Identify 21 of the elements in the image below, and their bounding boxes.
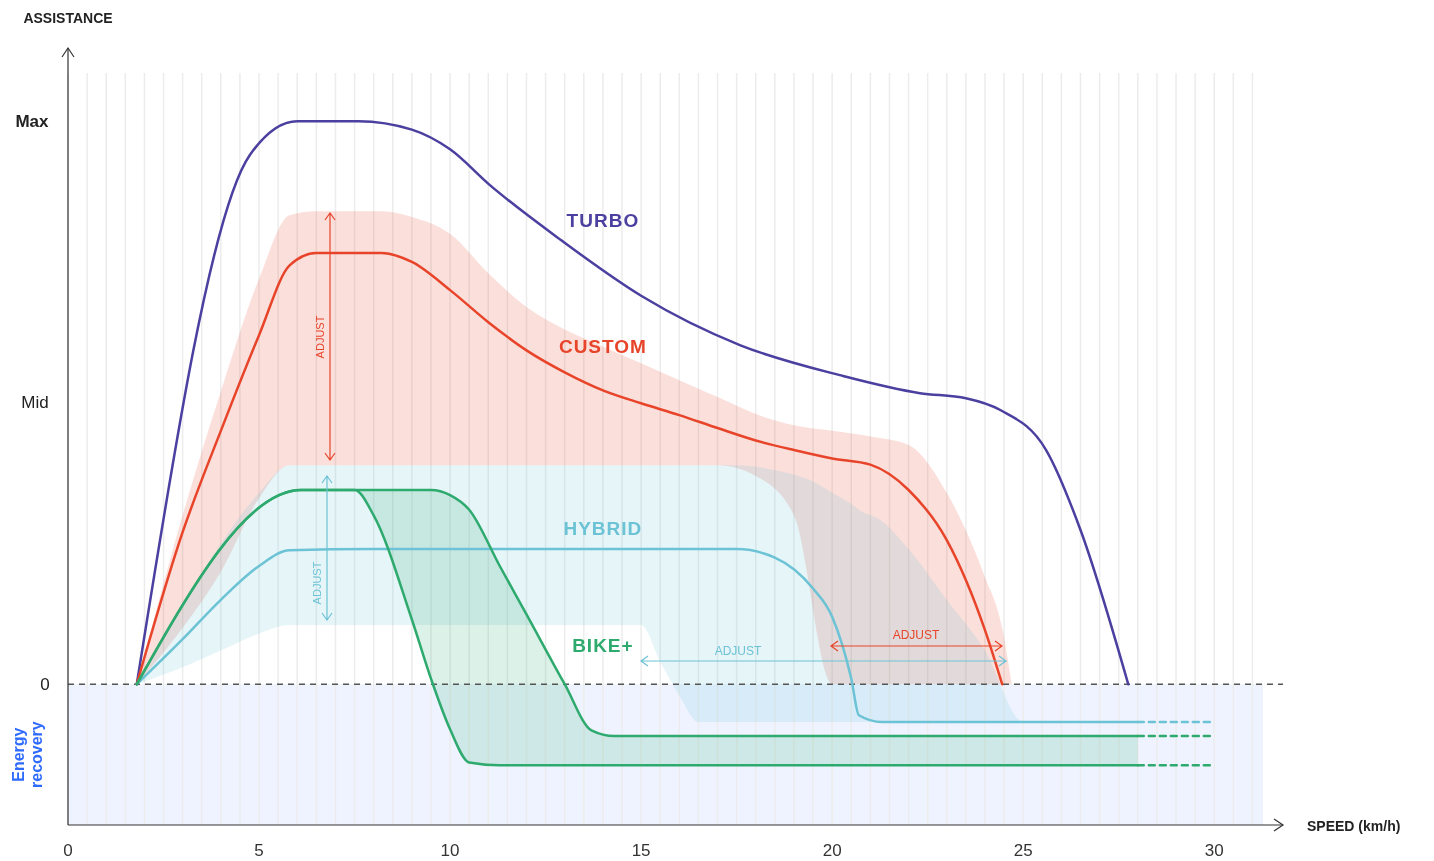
annotation: ADJUST: [314, 315, 326, 359]
x-tick-label: 20: [822, 841, 842, 860]
x-tick-label: 10: [440, 841, 460, 860]
x-tick-label: 15: [631, 841, 651, 860]
text: Mid: [21, 393, 49, 412]
x-tick-label: 5: [254, 841, 264, 860]
x-axis-title: SPEED (km/h): [1307, 818, 1401, 834]
series-label: CUSTOM: [558, 335, 647, 357]
x-tick-label: 25: [1013, 841, 1033, 860]
text: Max: [15, 112, 50, 131]
series-label: TURBO: [566, 210, 640, 232]
annotation: ADJUST: [714, 644, 762, 658]
annotation: ADJUST: [892, 628, 940, 642]
x-tick-label: 0: [63, 841, 73, 860]
series-label: BIKE+: [572, 635, 634, 657]
band-label: Energy recovery: [10, 721, 45, 788]
text: ASSISTANCE: [23, 10, 113, 26]
annotation: ADJUST: [311, 561, 323, 605]
text: 0: [40, 675, 50, 694]
series-label: HYBRID: [563, 518, 643, 540]
x-tick-label: 30: [1204, 841, 1224, 860]
